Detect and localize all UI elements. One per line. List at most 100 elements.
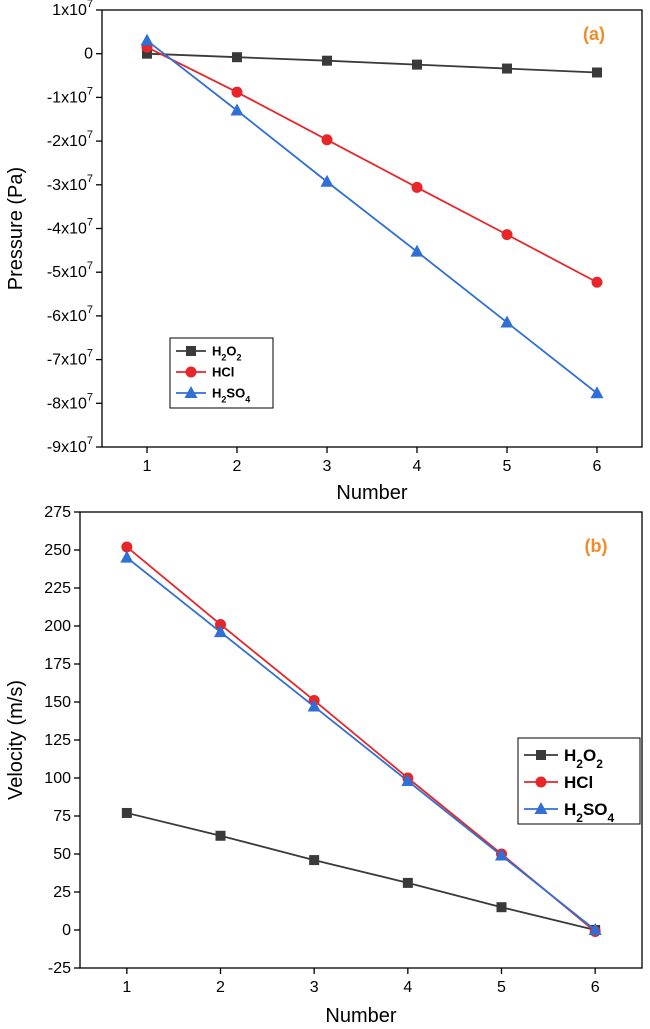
data-point-h2so4 xyxy=(307,699,321,712)
y-tick-label: 0 xyxy=(62,922,71,939)
data-point-h2o2 xyxy=(232,52,242,63)
data-point-hcl xyxy=(321,134,333,146)
data-point-hcl xyxy=(591,276,603,288)
data-point-h2so4 xyxy=(500,315,514,328)
x-tick-label: 2 xyxy=(216,979,225,996)
y-tick-mantissa: -5x10 xyxy=(47,264,87,281)
legend-marker xyxy=(186,346,196,356)
legend-marker xyxy=(534,802,548,814)
y-tick-label: 75 xyxy=(53,808,71,825)
y-tick-label: 25 xyxy=(53,884,71,901)
y-tick-label: 200 xyxy=(44,618,71,635)
y-tick-exponent: 7 xyxy=(87,348,93,360)
legend-marker xyxy=(536,750,546,760)
y-tick-label: 1x107 xyxy=(52,0,93,19)
y-tick-label: 100 xyxy=(44,770,71,787)
y-tick-label: -9x107 xyxy=(47,435,93,456)
legend-label-part: O xyxy=(226,344,236,359)
data-point-h2so4 xyxy=(495,848,508,861)
legend-subscript: 2 xyxy=(596,757,603,771)
y-tick-mantissa: -4x10 xyxy=(47,221,87,238)
y-axis-title: Velocity (m/s) xyxy=(5,680,27,800)
legend-subscript: 2 xyxy=(221,395,226,405)
data-point-h2o2 xyxy=(142,48,152,59)
series-line-h2o2 xyxy=(126,812,596,931)
legend-marker xyxy=(185,366,197,378)
y-tick-label: 275 xyxy=(44,504,71,521)
legend-label: HCl xyxy=(212,365,234,380)
data-point-h2o2 xyxy=(502,63,512,74)
x-tick-label: 4 xyxy=(413,458,422,475)
data-point-h2so4 xyxy=(120,550,134,563)
data-point-h2o2 xyxy=(402,877,413,888)
data-point-hcl xyxy=(501,229,513,241)
legend-marker xyxy=(184,386,198,398)
legend-subscript: 2 xyxy=(237,353,242,363)
data-point-h2so4 xyxy=(588,923,602,935)
x-tick-label: 1 xyxy=(143,458,152,475)
legend-label-part: H xyxy=(212,344,221,359)
x-tick-label: 6 xyxy=(591,979,600,996)
legend-subscript: 2 xyxy=(576,757,583,771)
legend-label: H2O2 xyxy=(564,746,603,771)
data-point-h2o2 xyxy=(496,902,507,913)
y-tick-mantissa: -3x10 xyxy=(47,177,87,194)
y-tick-exponent: 7 xyxy=(87,435,93,447)
y-tick-label: 150 xyxy=(44,694,71,711)
legend-label: H2O2 xyxy=(212,344,242,363)
y-tick-exponent: 7 xyxy=(87,173,93,185)
y-tick-label: -3x107 xyxy=(47,173,93,194)
y-tick-label: -5x107 xyxy=(47,260,93,281)
y-tick-label: -7x107 xyxy=(47,348,93,369)
y-tick-exponent: 7 xyxy=(87,0,93,10)
legend-label-part: H xyxy=(212,386,221,401)
data-point-h2so4 xyxy=(140,33,154,46)
y-tick-exponent: 7 xyxy=(87,391,93,403)
y-tick-label: 125 xyxy=(44,732,71,749)
y-tick-exponent: 7 xyxy=(87,260,93,272)
legend-label-part: HCl xyxy=(564,773,593,792)
legend-subscript: 2 xyxy=(221,353,226,363)
y-tick-label: 0 xyxy=(84,46,93,63)
legend-subscript: 2 xyxy=(576,811,583,825)
y-tick-label: -2x107 xyxy=(47,129,93,150)
y-tick-label: -6x107 xyxy=(47,304,93,325)
panel-label: (a) xyxy=(583,24,605,44)
legend-label: H2SO4 xyxy=(212,386,250,405)
data-point-h2o2 xyxy=(215,830,226,841)
data-point-h2o2 xyxy=(309,855,320,866)
legend-marker xyxy=(535,776,547,788)
data-point-h2so4 xyxy=(230,103,244,116)
y-tick-exponent: 7 xyxy=(87,129,93,141)
y-tick-mantissa: -8x10 xyxy=(47,395,87,412)
x-axis-title: Number xyxy=(325,1005,396,1027)
y-tick-mantissa: -7x10 xyxy=(47,352,87,369)
legend-label-part: O xyxy=(583,746,596,765)
y-tick-mantissa: -1x10 xyxy=(47,89,87,106)
y-tick-exponent: 7 xyxy=(87,217,93,229)
data-point-h2so4 xyxy=(320,174,334,187)
x-tick-label: 1 xyxy=(122,979,131,996)
data-point-h2so4 xyxy=(401,774,415,787)
x-tick-label: 4 xyxy=(403,979,412,996)
y-tick-mantissa: 1x10 xyxy=(52,2,87,19)
data-point-h2o2 xyxy=(412,59,422,70)
series-line-h2so4 xyxy=(146,39,598,394)
y-tick-label: -1x107 xyxy=(47,85,93,106)
x-tick-label: 6 xyxy=(593,458,602,475)
legend-label-part: SO xyxy=(583,800,608,819)
x-tick-label: 5 xyxy=(497,979,506,996)
legend-subscript: 4 xyxy=(245,395,250,405)
y-tick-mantissa: -9x10 xyxy=(47,439,87,456)
legend-label: HCl xyxy=(564,773,593,792)
series-line-h2so4 xyxy=(126,556,596,931)
legend-label-part: SO xyxy=(226,386,245,401)
data-point-hcl xyxy=(215,618,226,630)
x-tick-label: 3 xyxy=(323,458,332,475)
y-tick-label: -25 xyxy=(48,960,71,977)
y-tick-exponent: 7 xyxy=(87,85,93,97)
data-point-h2o2 xyxy=(121,807,132,818)
